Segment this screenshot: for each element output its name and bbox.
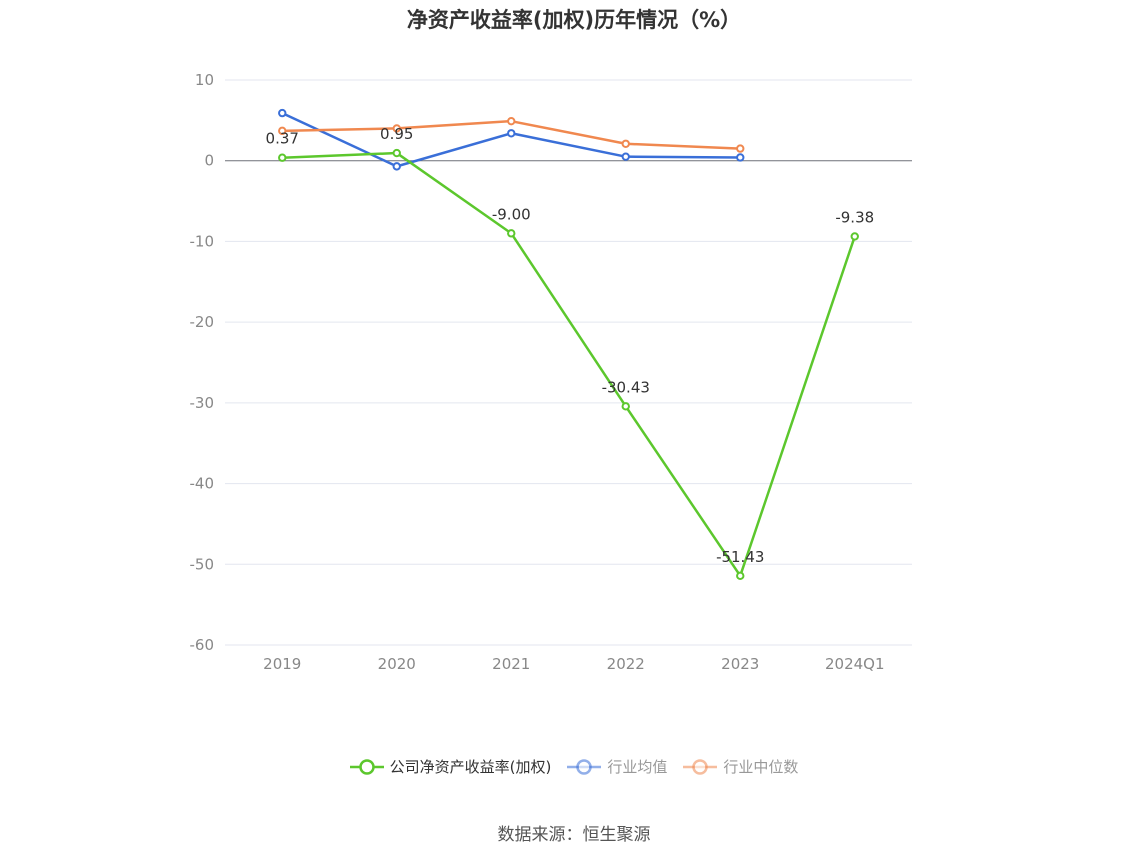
x-tick-label: 2024Q1 bbox=[825, 655, 885, 673]
axes: 10 0 -10 -20 -30 -40 -50 -60 2019 2020 2021 2022 202… bbox=[190, 71, 912, 673]
y-tick-label: -60 bbox=[190, 636, 215, 654]
series-lines bbox=[278, 108, 859, 581]
y-tick-label: -40 bbox=[190, 475, 215, 493]
data-point-industry_avg bbox=[392, 162, 401, 171]
legend-label: 行业均值 bbox=[607, 758, 668, 776]
data-point-industry_avg bbox=[621, 152, 630, 161]
x-tick-label: 2021 bbox=[492, 655, 530, 673]
data-point-industry_avg bbox=[736, 153, 745, 162]
data-label: 0.37 bbox=[266, 130, 299, 148]
series-line-company bbox=[282, 151, 856, 578]
data-point-industry_median bbox=[621, 139, 630, 148]
data-point-industry_median bbox=[392, 124, 401, 133]
data-label: -9.00 bbox=[492, 205, 531, 223]
data-source: 数据来源：恒生聚源 bbox=[497, 825, 651, 845]
data-point-company bbox=[392, 148, 401, 158]
y-tick-label: 0 bbox=[204, 152, 214, 170]
line-chart: 10 0 -10 -20 -30 -40 -50 -60 2019 2020 2021 2022 202… bbox=[190, 71, 912, 673]
y-tick-label: 10 bbox=[195, 71, 214, 89]
legend-item-industry_median[interactable]: 行业中位数 bbox=[683, 756, 798, 777]
y-tick-label: -30 bbox=[190, 394, 215, 412]
data-point-industry_median bbox=[507, 116, 516, 126]
data-point-industry_avg bbox=[278, 108, 287, 118]
x-tick-label: 2019 bbox=[263, 655, 301, 673]
y-tick-label: -10 bbox=[190, 232, 215, 250]
y-tick-label: -50 bbox=[190, 555, 215, 573]
data-point-company bbox=[736, 571, 745, 581]
data-label: -51.43 bbox=[716, 548, 764, 566]
data-point-industry_median bbox=[278, 126, 287, 136]
x-tick-label: 2020 bbox=[378, 655, 416, 673]
legend-item-company[interactable]: 公司净资产收益率(加权) bbox=[349, 756, 552, 777]
data-label: 0.95 bbox=[380, 125, 413, 143]
legend: 公司净资产收益率(加权) 行业均值 行业中位数 bbox=[0, 756, 1148, 777]
chart-title: 净资产收益率(加权)历年情况（%） bbox=[406, 8, 742, 32]
legend-label: 行业中位数 bbox=[723, 758, 799, 776]
legend-label: 公司净资产收益率(加权) bbox=[389, 758, 552, 776]
data-point-company bbox=[621, 402, 630, 411]
data-point-company bbox=[278, 153, 287, 162]
data-point-company bbox=[850, 232, 859, 241]
legend-item-industry_avg[interactable]: 行业均值 bbox=[567, 756, 667, 777]
legend-swatch-icon bbox=[567, 758, 602, 775]
legend-swatch-icon bbox=[683, 758, 718, 775]
x-tick-label: 2022 bbox=[607, 655, 645, 673]
data-point-company bbox=[507, 229, 516, 238]
data-label: -30.43 bbox=[602, 378, 650, 396]
data-point-industry_median bbox=[736, 144, 745, 153]
data-point-industry_avg bbox=[507, 129, 516, 138]
x-tick-label: 2023 bbox=[721, 655, 759, 673]
legend-swatch-icon bbox=[349, 758, 384, 775]
data-label: -9.38 bbox=[835, 208, 874, 226]
grid-lines bbox=[225, 79, 912, 646]
y-tick-label: -20 bbox=[190, 313, 215, 331]
data-labels: 0.37 0.95 -9.00 -30.43 -51.43 -9.38 bbox=[266, 125, 875, 566]
